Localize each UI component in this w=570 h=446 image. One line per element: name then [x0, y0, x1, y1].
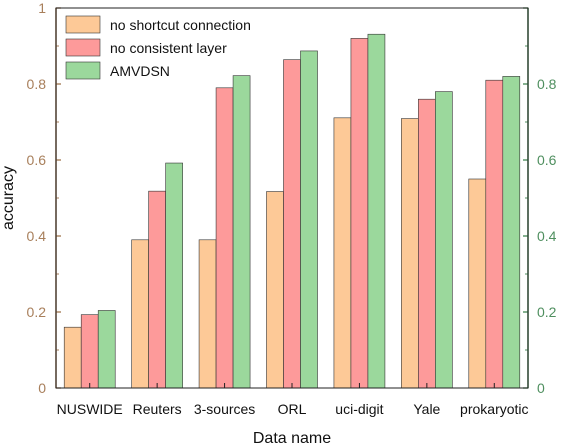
bar-3-1: [97, 310, 116, 389]
bar-2-6: [418, 98, 436, 389]
left-tick-label: 0.4: [27, 228, 47, 244]
bar-1-5: [333, 117, 352, 389]
x-axis-title: Data name: [253, 430, 331, 446]
bar-1-6: [401, 118, 419, 389]
right-tick-label: 0: [537, 380, 545, 396]
legend-label-2: no consistent layer: [110, 40, 227, 56]
x-category-label: 3-sources: [194, 401, 255, 417]
bar-1-2: [131, 239, 149, 389]
legend-label-3: AMVDSN: [110, 63, 170, 79]
bar-3-5: [367, 33, 386, 389]
left-tick-label: 0: [38, 380, 46, 396]
bar-2-1: [80, 314, 99, 389]
bar-2-5: [350, 38, 369, 389]
right-tick-label: 0.8: [537, 76, 557, 92]
bar-3-6: [435, 91, 453, 389]
x-category-label: Reuters: [133, 401, 182, 417]
bar-3-2: [165, 162, 183, 389]
left-tick-label: 0.2: [27, 304, 47, 320]
left-tick-label: 0.6: [27, 152, 47, 168]
bar-2-2: [148, 190, 166, 389]
x-category-label: uci-digit: [335, 401, 383, 417]
y-axis-title: accuracy: [0, 166, 17, 230]
plot-frame: [55, 7, 529, 389]
x-category-label: NUSWIDE: [57, 401, 123, 417]
bar-3-4: [300, 50, 318, 389]
legend: no shortcut connection no consistent laye…: [65, 15, 251, 80]
x-category-label: prokaryotic: [460, 401, 528, 417]
bar-1-7: [468, 178, 487, 389]
bar-1-4: [266, 191, 284, 389]
bars-layer: [63, 33, 521, 389]
legend-swatch-1: [65, 15, 101, 34]
bar-3-7: [502, 76, 521, 389]
left-tick-label: 0.8: [27, 76, 47, 92]
x-category-label: ORL: [278, 401, 307, 417]
left-tick-label: 1: [38, 0, 46, 16]
x-axis: NUSWIDE Reuters 3-sources ORL uci-digit Yale p…: [57, 383, 529, 417]
legend-swatch-2: [65, 38, 101, 57]
legend-swatch-3: [65, 61, 101, 80]
bar-2-7: [485, 79, 504, 389]
bar-2-4: [283, 59, 301, 389]
right-tick-label: 0.4: [537, 228, 557, 244]
legend-label-1: no shortcut connection: [110, 17, 251, 33]
x-category-label: Yale: [413, 401, 440, 417]
bar-1-3: [198, 239, 217, 389]
right-tick-label: 0.2: [537, 304, 557, 320]
right-tick-label: 0.6: [537, 152, 557, 168]
bar-1-1: [63, 326, 82, 389]
bar-2-3: [215, 87, 234, 389]
bar-3-3: [232, 75, 251, 389]
